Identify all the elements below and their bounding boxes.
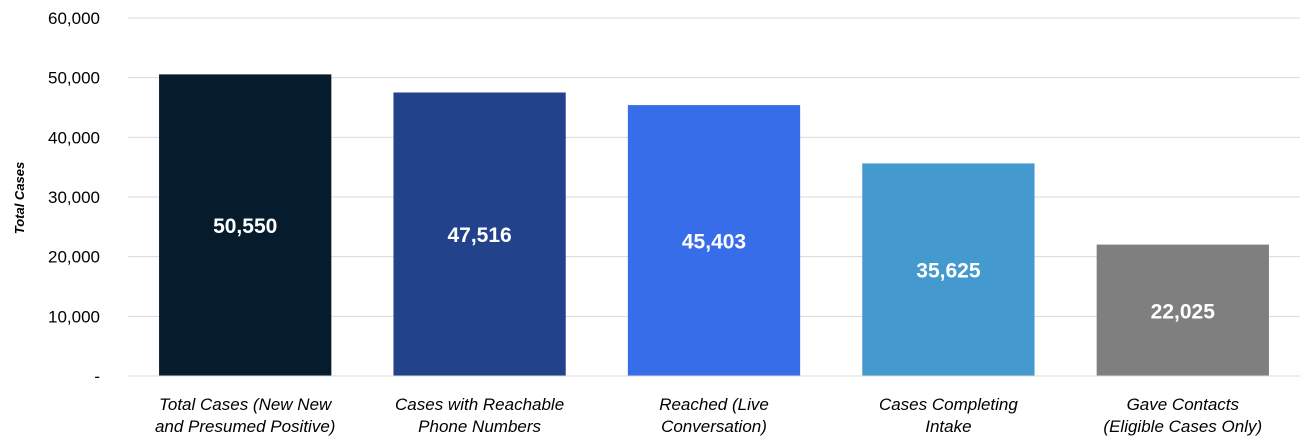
x-tick-label: Gave Contacts [1127,395,1240,414]
x-tick-label: and Presumed Positive) [155,417,335,436]
bar [862,163,1035,376]
y-axis-label: Total Cases [12,162,27,235]
x-tick-label: Total Cases (New New [159,395,333,414]
bar-data-label: 50,550 [213,215,277,238]
y-axis-ticks: - 10,000 20,000 30,000 40,000 50,000 60,000 [48,9,100,386]
x-tick-label: Intake [925,417,971,436]
x-tick-label: Reached (Live [659,395,769,414]
data-labels: 50,550 47,516 45,403 35,625 22,025 [213,215,1215,323]
bar [393,92,566,377]
y-tick-label: 20,000 [48,248,100,267]
x-tick-label: Conversation) [661,417,767,436]
y-tick-label: 50,000 [48,69,100,88]
bars [159,74,1269,377]
bar-data-label: 45,403 [682,231,746,254]
x-axis-category-labels: Total Cases (New New and Presumed Positiv… [155,395,1262,436]
bar [627,105,801,377]
bar [159,74,332,376]
bar-data-label: 35,625 [916,260,981,283]
y-tick-label: - [94,367,100,386]
y-tick-label: 30,000 [48,188,100,207]
x-tick-label: Cases with Reachable [395,395,564,414]
bar [1096,244,1269,376]
bar-data-label: 22,025 [1151,300,1216,323]
bar-data-label: 47,516 [447,224,511,247]
x-tick-label: Phone Numbers [418,417,541,436]
y-tick-label: 60,000 [48,9,100,28]
x-tick-label: Cases Completing [879,395,1018,414]
y-tick-label: 40,000 [48,128,100,147]
y-tick-label: 10,000 [48,307,100,326]
x-tick-label: (Eligible Cases Only) [1103,417,1262,436]
